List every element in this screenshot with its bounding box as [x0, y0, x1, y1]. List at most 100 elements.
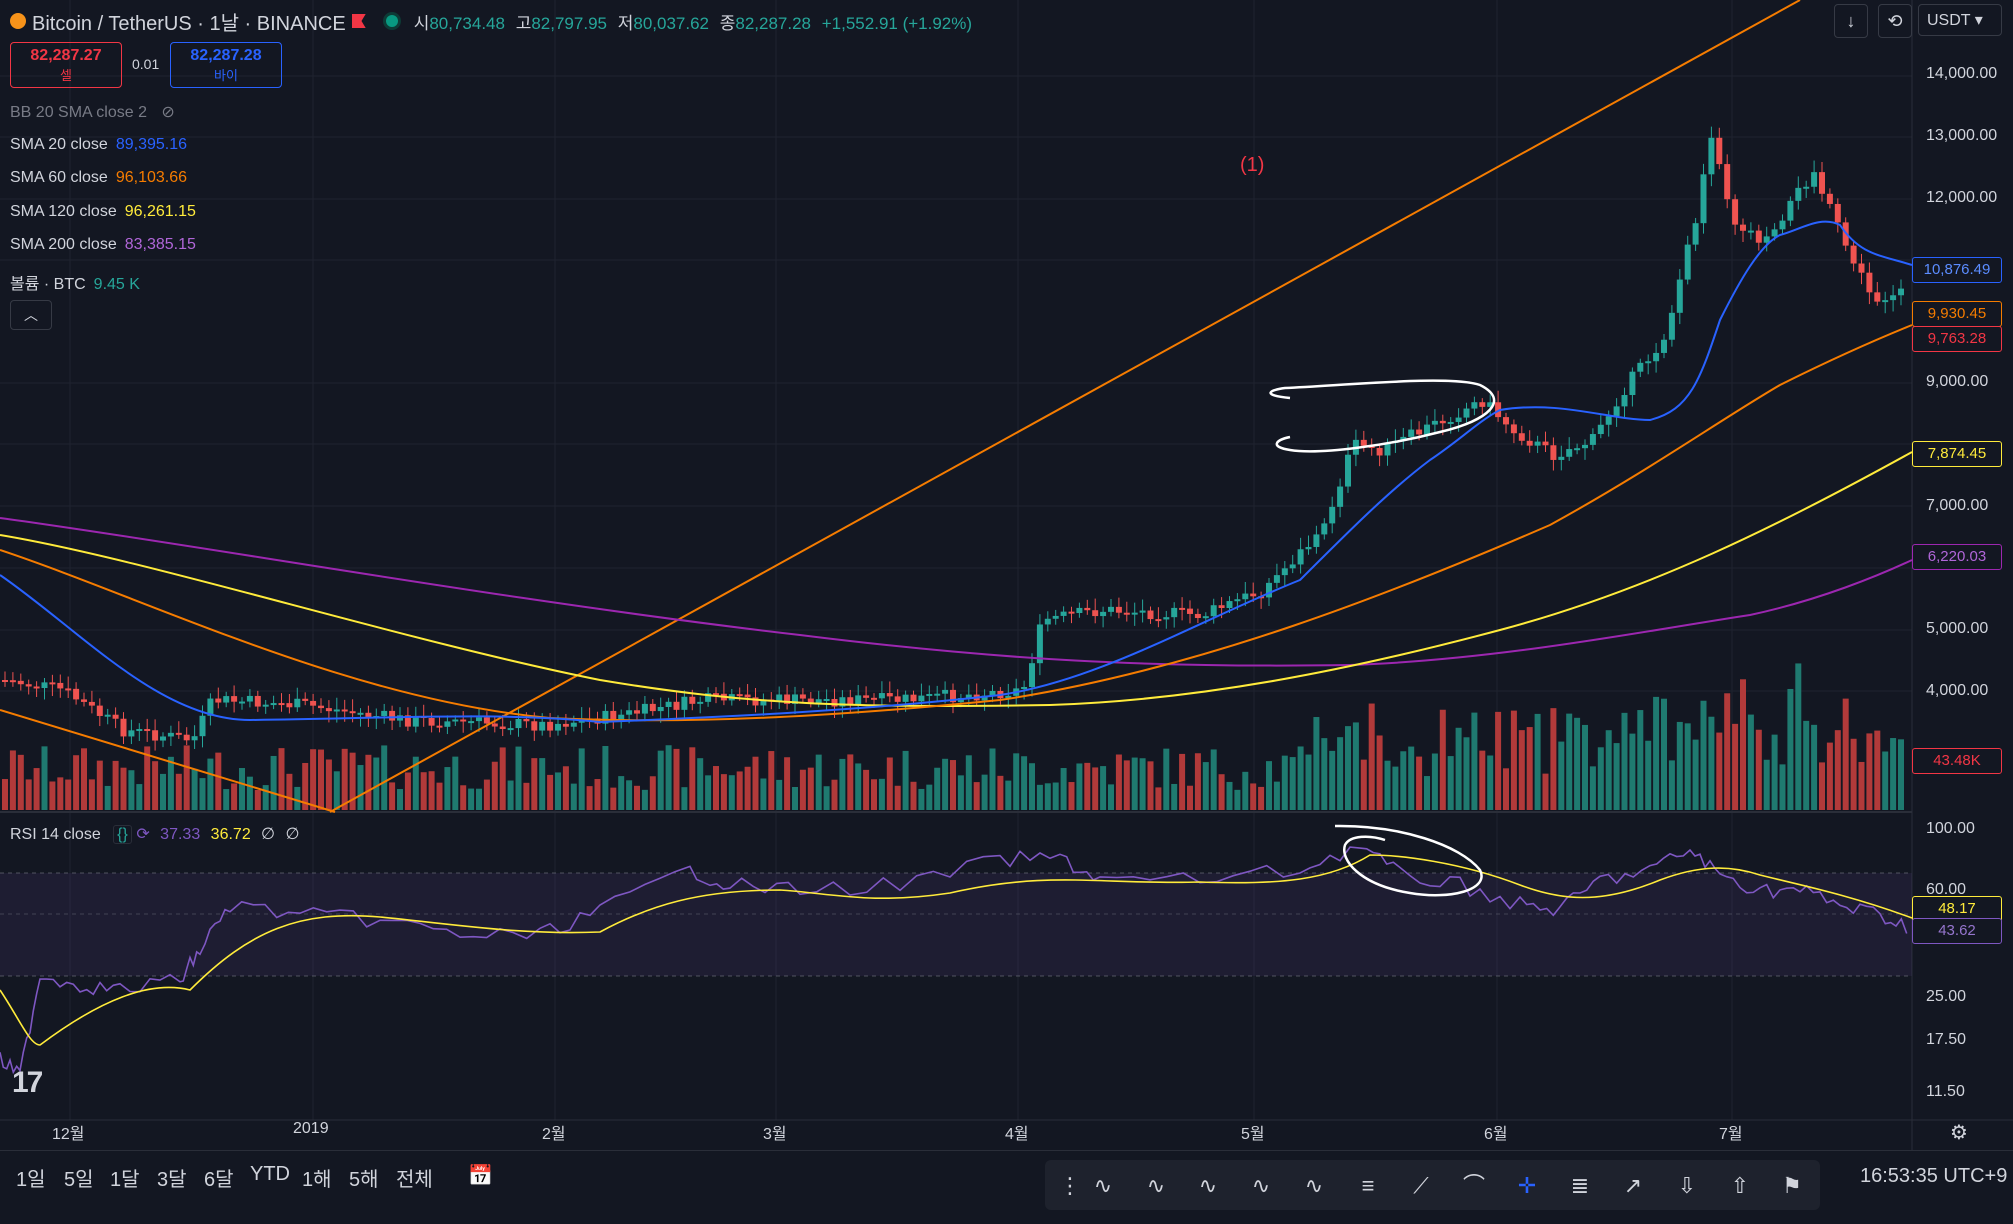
collapse-legend-button[interactable]: ︿ — [10, 300, 52, 330]
volume-bar — [1408, 746, 1415, 810]
candle-body — [760, 699, 767, 706]
elliott-wz-icon[interactable]: ∿ — [1304, 1173, 1324, 1198]
volume-bar — [1534, 713, 1541, 810]
legend-sma60[interactable]: SMA 60 close 96,103.66 — [10, 169, 188, 186]
candle-body — [1637, 362, 1644, 372]
volume-bar — [302, 762, 309, 810]
range-1m[interactable]: 1달 — [110, 1169, 140, 1191]
elliott-ac-icon[interactable]: ∿ — [1146, 1173, 1166, 1198]
volume-bar — [1613, 743, 1620, 810]
candle-body — [555, 723, 561, 731]
legend-sma20[interactable]: SMA 20 close 89,395.16 — [10, 136, 188, 153]
volume-bar — [705, 775, 712, 810]
lines-icon[interactable]: ≡ — [1361, 1173, 1375, 1198]
candle-body — [1534, 441, 1541, 446]
range-all[interactable]: 전체 — [396, 1169, 433, 1191]
legend-volume[interactable]: 볼륨 · BTC 9.45 K — [10, 276, 140, 293]
volume-bar — [1542, 773, 1549, 810]
candle-body — [657, 706, 664, 712]
elliott-wy-icon[interactable]: ∿ — [1251, 1173, 1271, 1198]
candle-body — [1115, 606, 1122, 613]
calendar-icon[interactable]: 📅 — [468, 1165, 493, 1187]
elliott-ae-icon[interactable]: ∿ — [1198, 1173, 1218, 1198]
legend-sma200[interactable]: SMA 200 close 83,385.15 — [10, 236, 196, 253]
tradingview-logo[interactable]: 17 — [12, 1066, 43, 1099]
volume-bar — [957, 775, 964, 810]
trendline-down — [0, 709, 336, 813]
volume-bar — [1155, 787, 1162, 810]
price-chart-canvas[interactable] — [0, 0, 2013, 1150]
sma-200-line — [0, 517, 1913, 667]
symbol-title[interactable]: Bitcoin / TetherUS · 1날 · BINANCE — [32, 12, 346, 35]
clock[interactable]: 16:53:35 UTC+9 — [1860, 1165, 2008, 1187]
curve-icon[interactable]: ⌒ — [1462, 1173, 1485, 1198]
volume-bar — [483, 779, 490, 810]
range-5y[interactable]: 5해 — [349, 1169, 379, 1191]
candle-body — [412, 716, 419, 727]
flag-marker-icon[interactable]: ⚑ — [1782, 1173, 1802, 1198]
candle-body — [325, 708, 332, 712]
candle-body — [1281, 568, 1288, 576]
refresh-icon[interactable]: ⟳ — [136, 826, 150, 843]
volume-bar — [871, 779, 877, 810]
range-1y[interactable]: 1해 — [302, 1169, 332, 1191]
price-axis-label: 14,000.00 — [1926, 65, 1998, 82]
candle-body — [1700, 174, 1707, 224]
volume-bar — [191, 768, 198, 810]
candle-body — [191, 736, 198, 741]
buy-button[interactable]: 82,287.28 바이 — [170, 42, 282, 88]
volume-tag: 43.48K — [1912, 748, 2002, 774]
candle-body — [1384, 442, 1391, 456]
volume-bar — [144, 746, 151, 810]
candle-body — [1242, 593, 1249, 600]
legend-sma120[interactable]: SMA 120 close 96,261.15 — [10, 203, 196, 220]
drag-handle-icon[interactable]: ⋮ — [1059, 1173, 1081, 1198]
code-icon[interactable]: {} — [113, 825, 132, 844]
legend-bb[interactable]: BB 20 SMA close 2 ⊘ — [10, 104, 175, 121]
candle-body — [144, 729, 151, 732]
settings-icon[interactable]: ⚙ — [1950, 1122, 1968, 1144]
candle-body — [784, 694, 791, 704]
volume-bar — [318, 749, 324, 810]
arrow-up-icon[interactable]: ⇧ — [1730, 1173, 1750, 1198]
candle-body — [302, 698, 309, 701]
volume-bar — [1108, 784, 1114, 810]
elliott-15-icon[interactable]: ∿ — [1093, 1173, 1113, 1198]
range-6m[interactable]: 6달 — [204, 1169, 234, 1191]
range-1d[interactable]: 1일 — [16, 1169, 46, 1191]
spread-value: 0.01 — [132, 56, 160, 72]
volume-bar — [1716, 732, 1723, 810]
rsi-legend[interactable]: RSI 14 close {} ⟳ 37.33 36.72 ∅ ∅ — [10, 825, 300, 844]
scroll-down-icon[interactable]: ↓ — [1834, 4, 1868, 38]
candle-body — [1108, 606, 1114, 612]
candle-body — [231, 696, 238, 702]
candle-body — [310, 700, 317, 706]
volume-bar — [41, 746, 48, 810]
symbol-header[interactable]: Bitcoin / TetherUS · 1날 · BINANCE 시80,73… — [10, 8, 978, 35]
volume-bar — [863, 769, 870, 810]
eye-off-icon[interactable]: ⊘ — [161, 104, 175, 121]
time-axis-label: 2월 — [542, 1126, 566, 1143]
sell-button[interactable]: 82,287.27 셀 — [10, 42, 122, 88]
trendline-icon[interactable]: ⟋ — [1413, 1173, 1429, 1198]
candle-body — [910, 694, 917, 702]
sma120-price-tag: 7,874.45 — [1912, 441, 2002, 467]
volume-bar — [878, 778, 885, 810]
currency-select[interactable]: USDT ▾ — [1918, 4, 2002, 36]
volume-bar — [1518, 730, 1525, 810]
volume-bar — [1645, 740, 1652, 810]
volume-bar — [1376, 735, 1383, 810]
flag-icon[interactable] — [351, 14, 366, 28]
volume-bar — [1882, 751, 1889, 810]
time-axis-label: 2019 — [293, 1120, 329, 1137]
channel-icon[interactable]: ≣ — [1570, 1173, 1590, 1198]
arrow-down-icon[interactable]: ⇩ — [1677, 1173, 1697, 1198]
range-3m[interactable]: 3달 — [157, 1169, 187, 1191]
volume-bar — [1510, 710, 1517, 810]
arrow-line-icon[interactable]: ↗ — [1623, 1173, 1643, 1198]
range-5d[interactable]: 5일 — [64, 1169, 94, 1191]
range-ytd[interactable]: YTD — [250, 1163, 290, 1185]
volume-bar — [823, 786, 830, 810]
crosshair-icon[interactable]: ✛ — [1517, 1173, 1537, 1198]
fullscreen-icon[interactable]: ⟲ — [1878, 4, 1912, 38]
